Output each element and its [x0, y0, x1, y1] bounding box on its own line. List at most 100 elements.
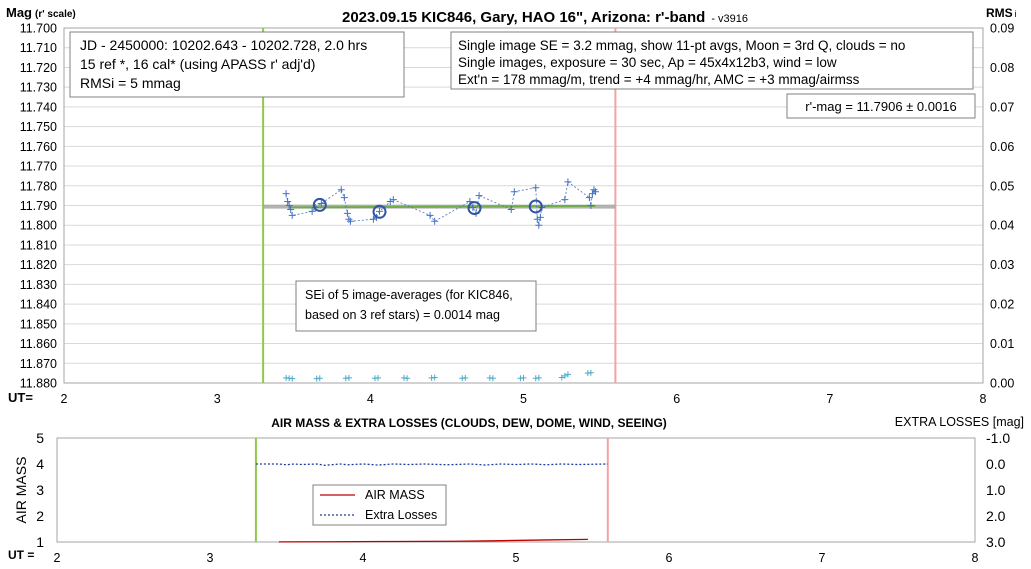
y-tick-label: 11.880: [20, 377, 57, 391]
info-line: RMSi = 5 mmag: [80, 75, 181, 91]
y2-tick-label: 0.05: [990, 179, 1014, 193]
x-tick-label: 8: [972, 551, 979, 565]
x-tick-label: 4: [360, 551, 367, 565]
y-tick-label: 11.730: [20, 81, 57, 95]
y-tick-label: 11.710: [20, 41, 57, 55]
y-tick-label: 11.810: [20, 238, 57, 252]
sei-note-line: SEi of 5 image-averages (for KIC846,: [305, 288, 513, 302]
x-tick-label: 5: [513, 551, 520, 565]
rms-point: [535, 374, 542, 381]
y-tick-label: 5: [36, 430, 44, 446]
y2-tick-label: 0.06: [990, 140, 1014, 154]
y-tick-label: 11.740: [20, 100, 57, 114]
measurement-point: [469, 203, 477, 211]
rms-point: [404, 375, 411, 382]
y2-tick-label: 1.0: [986, 482, 1006, 498]
y-tick-label: 2: [36, 508, 44, 524]
y2-tick-label: 3.0: [986, 534, 1006, 550]
time-markers: [254, 438, 609, 542]
measurement-point: [346, 217, 354, 225]
y-tick-labels: 5 4 3 2 1: [36, 430, 44, 550]
data-series: [255, 463, 608, 543]
measurement-point: [561, 196, 569, 204]
info-line: JD - 2450000: 10202.643 - 10202.728, 2.0…: [80, 37, 367, 53]
average-point: [312, 197, 327, 212]
y2-tick-label: 0.03: [990, 258, 1014, 272]
y-tick-labels: 11.700 11.710 11.720 11.730 11.740 11.750 11.7…: [20, 22, 57, 391]
average-point: [372, 204, 387, 219]
x-tick-label: 3: [207, 551, 214, 565]
measurement-point: [308, 207, 316, 215]
airmass-chart-title: AIR MASS & EXTRA LOSSES (CLOUDS, DEW, DO…: [271, 416, 667, 430]
y-axis-label: AIR MASS: [13, 457, 29, 524]
measurement-point: [389, 196, 397, 204]
measurement-point: [591, 188, 599, 196]
x-tick-label: 6: [666, 551, 673, 565]
rms-point: [316, 375, 323, 382]
x-tick-label: 5: [520, 392, 527, 406]
y-tick-label: 1: [36, 534, 44, 550]
average-point: [528, 199, 543, 214]
sei-note-line: based on 3 ref stars) = 0.0014 mag: [305, 308, 500, 322]
measurement-point: [343, 209, 351, 217]
y2-tick-label: 0.00: [990, 377, 1014, 391]
y-axis-label: Mag (r' scale): [6, 5, 76, 20]
y2-tick-label: 0.08: [990, 61, 1014, 75]
y-tick-label: 11.830: [20, 278, 57, 292]
result-label: r'-mag = 11.7906 ± 0.0016: [805, 99, 956, 114]
measurement-point: [431, 217, 439, 225]
rms-point: [489, 375, 496, 382]
x-tick-label: 4: [367, 392, 374, 406]
measurement-point: [536, 213, 544, 221]
sei-note-box: SEi of 5 image-averages (for KIC846, bas…: [295, 280, 537, 332]
rms-point: [431, 374, 438, 381]
y-tick-label: 11.870: [20, 357, 57, 371]
y-tick-label: 11.770: [20, 160, 57, 174]
measurement-point: [564, 178, 572, 186]
y-tick-label: 11.800: [20, 219, 57, 233]
measurement-point: [507, 205, 515, 213]
x-tick-label: 8: [980, 392, 987, 406]
info-line: 15 ref *, 16 cal* (using APASS r' adj'd): [80, 56, 315, 72]
y2-tick-labels: 0.09 0.08 0.07 0.06 0.05 0.04 0.03 0.02 0.01 0.00: [990, 22, 1014, 391]
measurement-point: [587, 202, 595, 209]
info-line: Single images, exposure = 30 sec, Ap = 4…: [458, 55, 837, 70]
measurement-point: [532, 184, 540, 192]
fit-lines: [263, 204, 616, 209]
measurement-point: [288, 211, 296, 219]
rms-point: [345, 374, 352, 381]
y-tick-label: 4: [36, 456, 44, 472]
rms-point: [289, 375, 296, 382]
y2-tick-label: 0.07: [990, 100, 1014, 114]
x-tick-label: 2: [61, 392, 68, 406]
measurement-point: [285, 202, 293, 209]
info-box-conditions: Single image SE = 3.2 mmag, show 11-pt a…: [450, 31, 974, 90]
y2-tick-label: 0.01: [990, 337, 1014, 351]
info-box-observation: JD - 2450000: 10202.643 - 10202.728, 2.0…: [69, 31, 405, 98]
rms-point: [564, 371, 571, 378]
measurement-point: [317, 200, 325, 208]
y-tick-label: 3: [36, 482, 44, 498]
chart-title: 2023.09.15 KIC846, Gary, HAO 16", Arizon…: [342, 9, 748, 26]
y2-tick-label: 0.0: [986, 456, 1006, 472]
trend-line: [289, 204, 596, 209]
measurement-point: [426, 211, 434, 219]
x-tick-label: 6: [673, 392, 680, 406]
y2-tick-label: -1.0: [986, 430, 1010, 446]
measurement-point: [337, 186, 345, 194]
airmass-line: [278, 538, 588, 543]
rms-point: [587, 369, 594, 376]
measurement-point: [284, 198, 292, 206]
y2-axis-label: EXTRA LOSSES [mag]: [895, 415, 1024, 429]
plot-area: [56, 437, 976, 543]
x-tick-label: 7: [826, 392, 833, 406]
rms-point: [561, 372, 568, 379]
y2-tick-label: 2.0: [986, 508, 1006, 524]
legend-label-airmass: AIR MASS: [365, 488, 425, 502]
measurement-point: [585, 194, 593, 202]
measurement-point: [287, 205, 295, 213]
y-tick-label: 11.720: [20, 61, 57, 75]
y-tick-label: 11.820: [20, 258, 57, 272]
x-tick-labels: 2 3 4 5 6 7 8: [61, 392, 987, 406]
